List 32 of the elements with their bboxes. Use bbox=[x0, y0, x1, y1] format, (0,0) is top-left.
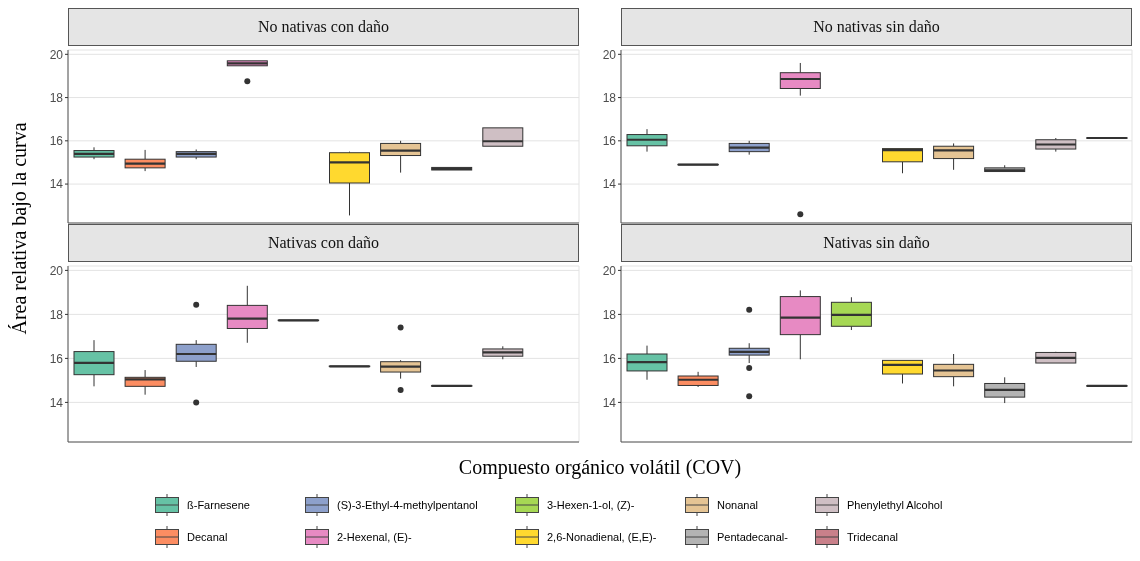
chart-title: No nativas con daño bbox=[68, 8, 579, 46]
y-tick-label: 14 bbox=[602, 177, 617, 192]
chart-title: No nativas sin daño bbox=[621, 8, 1132, 46]
legend-label: (S)-3-Ethyl-4-methylpentanol bbox=[337, 499, 478, 511]
legend-label: 2-Hexenal, (E)- bbox=[337, 531, 412, 543]
y-tick-label: 20 bbox=[602, 263, 617, 278]
y-tick-label: 20 bbox=[602, 47, 617, 62]
y-tick-label: 20 bbox=[49, 47, 64, 62]
legend-label: Decanal bbox=[187, 531, 228, 543]
y-tick-label: 20 bbox=[49, 263, 64, 278]
legend-label: Phenylethyl Alcohol bbox=[847, 499, 943, 511]
legend-label: 2,6-Nonadienal, (E,E)- bbox=[547, 531, 657, 543]
y-tick-label: 14 bbox=[49, 177, 64, 192]
y-tick-label: 16 bbox=[49, 134, 64, 149]
legend-label: Pentadecanal- bbox=[717, 531, 788, 543]
x-axis-title: Compuesto orgánico volátil (COV) bbox=[457, 456, 743, 479]
y-tick-label: 18 bbox=[49, 90, 64, 105]
chart-title: Nativas sin daño bbox=[621, 224, 1132, 262]
y-axis-title: Área relativa bajo la curva bbox=[7, 121, 31, 335]
y-tick-label: 14 bbox=[602, 395, 617, 410]
y-tick-label: 16 bbox=[602, 134, 617, 149]
legend-label: ß-Farnesene bbox=[187, 499, 250, 511]
legend-label: Tridecanal bbox=[847, 531, 898, 543]
legend-label: 3-Hexen-1-ol, (Z)- bbox=[547, 499, 635, 511]
legend-label: Nonanal bbox=[717, 499, 758, 511]
y-tick-label: 14 bbox=[49, 395, 64, 410]
y-tick-label: 18 bbox=[49, 307, 64, 322]
y-tick-label: 18 bbox=[602, 307, 617, 322]
chart-title: Nativas con daño bbox=[68, 224, 579, 262]
y-tick-label: 18 bbox=[602, 90, 617, 105]
y-tick-label: 16 bbox=[49, 351, 64, 366]
y-tick-label: 16 bbox=[602, 351, 617, 366]
